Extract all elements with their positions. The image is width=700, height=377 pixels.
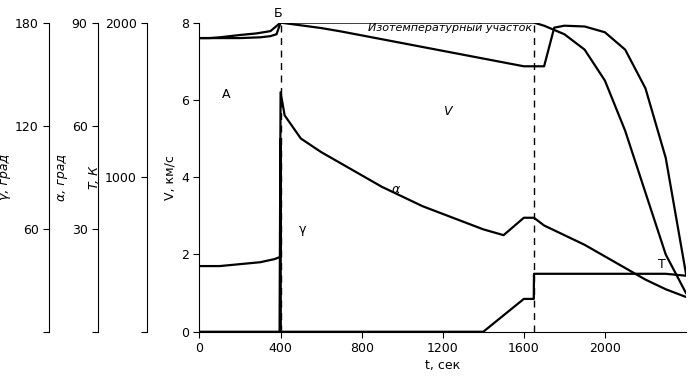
Text: Изотемпературный участок: Изотемпературный участок <box>368 23 532 33</box>
X-axis label: t, сек: t, сек <box>425 359 461 372</box>
Y-axis label: γ, град: γ, град <box>0 154 10 200</box>
Text: V: V <box>442 105 452 118</box>
Text: γ: γ <box>299 223 307 236</box>
Y-axis label: V, км/с: V, км/с <box>164 155 177 200</box>
Text: Т: Т <box>657 257 666 271</box>
Y-axis label: T, К: T, К <box>88 166 101 189</box>
Text: А: А <box>222 87 230 101</box>
Text: α: α <box>392 182 400 196</box>
Text: Б: Б <box>274 6 283 20</box>
Y-axis label: α, град: α, град <box>55 154 67 201</box>
